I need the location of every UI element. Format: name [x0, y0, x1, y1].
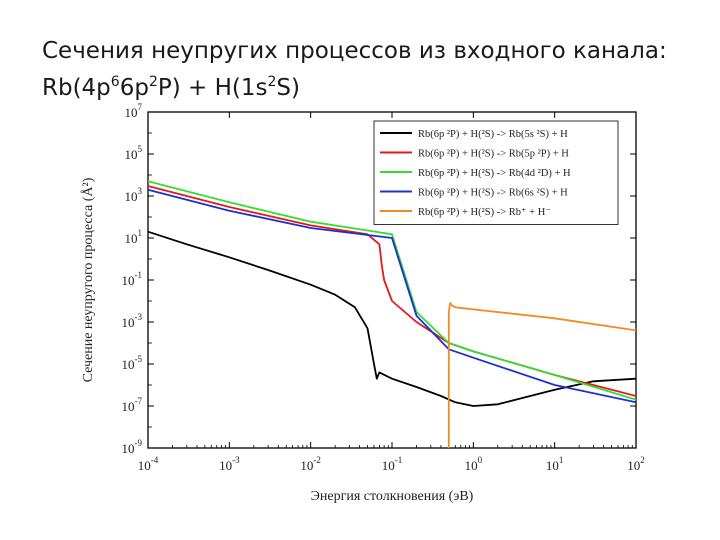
x-tick-label-exp: 0	[478, 455, 483, 465]
legend-label: Rb(6p ²P) + H(²S) -> Rb(5s ²S) + H	[418, 129, 568, 140]
y-tick-label: 107	[125, 102, 143, 120]
y-tick-label-exp: 3	[138, 186, 143, 196]
x-tick-label-base: 10	[138, 458, 151, 473]
y-tick-label: 10-9	[122, 438, 143, 456]
x-tick-label: 10-1	[382, 455, 403, 473]
series-line-0	[147, 230, 637, 407]
y-tick-label-base: 10	[125, 189, 138, 204]
x-tick-label: 102	[627, 455, 645, 473]
legend-box	[373, 120, 619, 225]
title-part: 6p	[119, 75, 149, 101]
title-part: Rb(4p	[42, 75, 111, 101]
y-tick-label-base: 10	[122, 399, 135, 414]
y-tick-label: 101	[125, 228, 143, 246]
title-part: P) + H(1s	[157, 75, 268, 101]
y-tick-label-exp: -1	[135, 270, 143, 280]
y-tick-label-base: 10	[125, 231, 138, 246]
x-tick-label-exp: -4	[151, 455, 159, 465]
x-tick-label-exp: -2	[313, 455, 321, 465]
title-part: S)	[276, 75, 300, 101]
slide-title: Сечения неупругих процессов из входного …	[42, 36, 702, 104]
y-tick-label-exp: 5	[138, 144, 143, 154]
y-tick-label-exp: 1	[138, 228, 143, 238]
x-tick-label: 101	[546, 455, 564, 473]
legend-label: Rb(6p ²P) + H(²S) -> Rb(4d ²D) + H	[418, 168, 571, 179]
y-tick-label: 105	[125, 144, 143, 162]
series-line-2	[147, 180, 637, 401]
y-tick-label-exp: -3	[135, 312, 143, 322]
y-tick-label: 10-7	[122, 396, 143, 414]
x-tick-label-exp: 1	[559, 455, 564, 465]
y-tick-label: 10-5	[122, 354, 143, 372]
legend-label: Rb(6p ²P) + H(²S) -> Rb(6s ²S) + H	[418, 188, 568, 199]
y-tick-label-base: 10	[125, 105, 138, 120]
title-part: 2	[148, 74, 158, 90]
series-line-3	[147, 188, 637, 404]
y-tick-label-base: 10	[125, 147, 138, 162]
y-tick-label-exp: -9	[135, 438, 143, 448]
x-tick-label-exp: 2	[640, 455, 645, 465]
x-axis-label: Энергия столкновения (эВ)	[311, 489, 474, 504]
x-tick-label-base: 10	[546, 458, 559, 473]
y-tick-label: 10-1	[122, 270, 143, 288]
y-tick-label-base: 10	[122, 315, 135, 330]
y-tick-label-base: 10	[122, 273, 135, 288]
x-tick-label: 10-2	[300, 455, 321, 473]
y-axis-label: Сечение неупругого процесса (Å²)	[80, 177, 96, 382]
title-part: 2	[267, 74, 277, 90]
x-tick-label-exp: -1	[395, 455, 403, 465]
x-tick-label-base: 10	[382, 458, 395, 473]
y-tick-label: 10-3	[122, 312, 143, 330]
x-tick-label: 10-3	[219, 455, 240, 473]
y-tick-label-exp: 7	[138, 102, 143, 112]
x-tick-label-exp: -3	[232, 455, 240, 465]
slide-title-line-1: Сечения неупругих процессов из входного …	[42, 38, 667, 64]
title-part: 6	[110, 74, 120, 90]
y-tick-label-exp: -5	[135, 354, 143, 364]
x-tick-label: 10-4	[138, 455, 159, 473]
legend-label: Rb(6p ²P) + H(²S) -> Rb⁺ + H⁻	[418, 207, 551, 218]
slide-title-line-2: Rb(4p66p2P) + H(1s2S)	[42, 67, 702, 104]
x-tick-label-base: 10	[627, 458, 640, 473]
y-tick-label-base: 10	[122, 357, 135, 372]
x-tick-label-base: 10	[465, 458, 478, 473]
x-tick-label: 100	[465, 455, 483, 473]
y-tick-label-exp: -7	[135, 396, 143, 406]
x-tick-label-base: 10	[300, 458, 313, 473]
series-line-4	[447, 302, 637, 448]
y-tick-label: 103	[125, 186, 143, 204]
x-tick-label-base: 10	[219, 458, 232, 473]
y-tick-label-base: 10	[122, 441, 135, 456]
legend-label: Rb(6p ²P) + H(²S) -> Rb(5p ²P) + H	[418, 149, 569, 160]
